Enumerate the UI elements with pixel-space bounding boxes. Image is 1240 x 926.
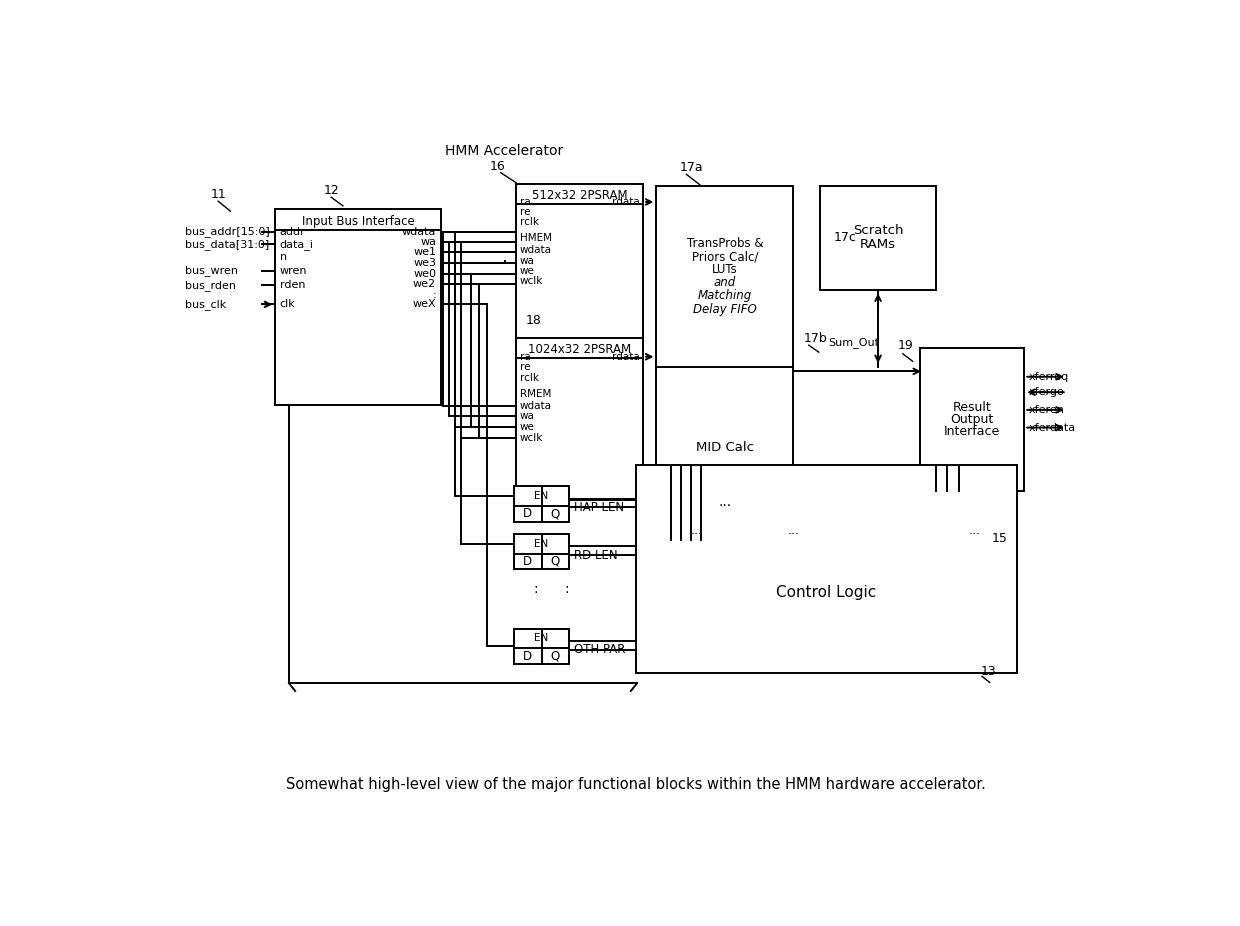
Text: wa: wa [520,411,534,421]
Text: :: : [433,290,436,300]
Text: Matching: Matching [698,290,751,303]
Bar [513,534,569,569]
Text: clk: clk [280,299,295,309]
Text: Q: Q [551,507,560,520]
Text: D: D [523,650,532,663]
Text: data_i: data_i [280,239,314,250]
Text: Output: Output [951,413,994,426]
Bar [516,184,644,342]
Text: TransProbs &: TransProbs & [687,237,763,250]
Text: wren: wren [280,266,308,276]
Text: 18: 18 [526,314,542,327]
Text: RAMs: RAMs [861,238,897,251]
Text: addr: addr [280,227,305,237]
Text: bus_data[31:0]: bus_data[31:0] [185,239,269,250]
Text: :: : [564,582,568,595]
Text: we3: we3 [413,257,436,268]
Text: xferdata: xferdata [1028,422,1075,432]
Text: wclk: wclk [520,432,543,443]
Text: Q: Q [551,650,560,663]
Text: ra: ra [520,197,531,207]
Text: 19: 19 [898,340,913,353]
Text: rclk: rclk [520,217,539,227]
Text: Delay FIFO: Delay FIFO [693,303,756,316]
Text: wclk: wclk [520,276,543,286]
Text: wdata: wdata [520,245,552,256]
Text: Somewhat high-level view of the major functional blocks within the HMM hardware : Somewhat high-level view of the major fu… [285,777,986,793]
Text: wa: wa [520,256,534,266]
Text: MID Calc: MID Calc [696,441,754,454]
Text: HMM Accelerator: HMM Accelerator [445,144,564,158]
Text: rden: rden [280,281,305,290]
Text: xferen: xferen [1028,405,1064,415]
Text: rclk: rclk [520,372,539,382]
Text: 13: 13 [981,665,996,678]
Bar [920,348,1024,491]
Text: bus_wren: bus_wren [185,265,238,276]
Text: EN: EN [534,633,548,644]
Text: xfergo: xfergo [1028,387,1064,397]
Text: ...: ... [718,494,732,508]
Text: ra: ra [520,352,531,362]
Text: Priors Calc/: Priors Calc/ [692,250,758,263]
Text: 17c: 17c [835,231,857,244]
Bar [513,486,569,521]
Text: bus_addr[15:0]: bus_addr[15:0] [185,227,270,237]
Text: rdata: rdata [611,197,640,207]
Text: re: re [520,362,531,371]
Bar [513,629,569,664]
Text: Control Logic: Control Logic [776,585,877,600]
Text: Sum_Out: Sum_Out [828,337,879,347]
Bar [635,466,1017,673]
Text: wdata: wdata [402,227,436,237]
Text: EN: EN [534,539,548,549]
Text: ...: ... [968,524,981,537]
Text: Q: Q [551,555,560,568]
Text: bus_rden: bus_rden [185,280,236,291]
Text: Result: Result [954,402,992,415]
Text: D: D [523,555,532,568]
Text: wdata: wdata [520,401,552,411]
Text: 17b: 17b [804,332,827,344]
Text: 17a: 17a [681,161,704,174]
Text: HMEM: HMEM [520,233,552,244]
Text: RMEM: RMEM [520,389,552,399]
Text: weX: weX [413,299,436,309]
Text: HAP LEN: HAP LEN [574,501,624,514]
Text: ...: ... [691,524,703,537]
Text: 15: 15 [991,532,1007,545]
Text: Scratch: Scratch [853,224,903,237]
Text: 11: 11 [211,188,226,201]
Text: 12: 12 [324,184,340,197]
Text: :: : [533,582,538,595]
Bar [275,209,440,406]
Text: OTH PAR: OTH PAR [574,644,625,657]
Text: we1: we1 [413,247,436,257]
Text: xferreq: xferreq [1028,371,1069,382]
Text: D: D [523,507,532,520]
Bar [516,338,644,500]
Text: wa: wa [420,237,436,247]
Text: 16: 16 [490,160,505,173]
Bar [656,186,794,540]
Text: n: n [280,252,286,262]
Text: we2: we2 [413,280,436,289]
Text: ...: ... [787,524,800,537]
Bar [821,186,936,290]
Text: EN: EN [534,491,548,501]
Text: we0: we0 [413,269,436,279]
Text: re: re [520,207,531,217]
Text: Interface: Interface [944,424,1001,438]
Text: Input Bus Interface: Input Bus Interface [301,216,414,229]
Text: we: we [520,266,534,276]
Text: rdata: rdata [611,352,640,362]
Text: 512x32 2PSRAM: 512x32 2PSRAM [532,189,627,202]
Text: RD LEN: RD LEN [574,548,618,561]
Text: we: we [520,422,534,432]
Text: and: and [714,276,737,289]
Text: LUTs: LUTs [712,263,738,276]
Text: 1024x32 2PSRAM: 1024x32 2PSRAM [528,343,631,356]
Text: bus_clk: bus_clk [185,299,227,310]
